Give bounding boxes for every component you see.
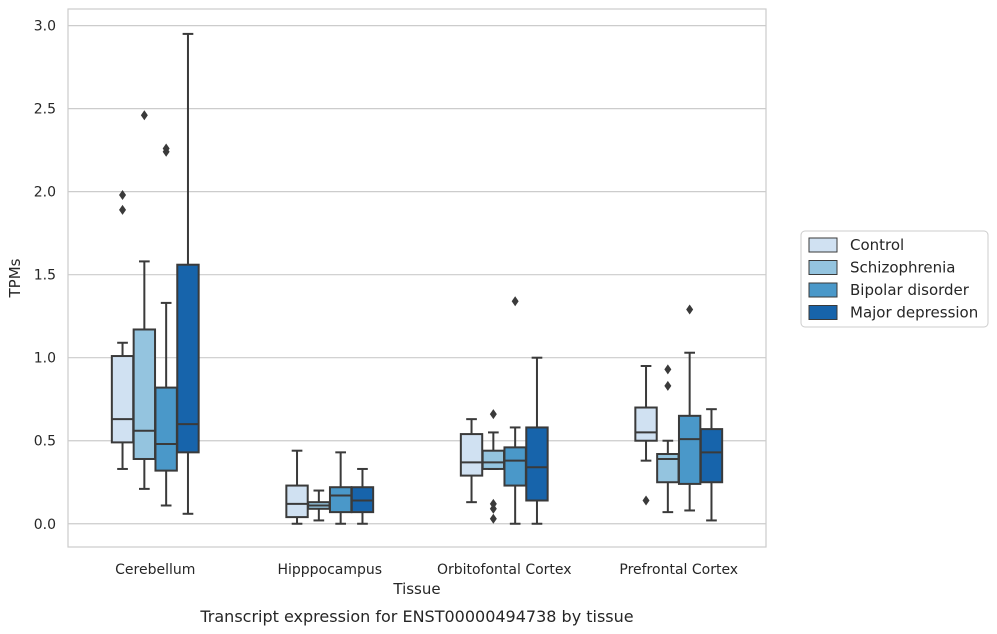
x-tick-label: Hipppocampus (277, 562, 382, 578)
legend-swatch (808, 282, 838, 298)
y-tick-label: 1.5 (34, 268, 56, 284)
box-iqr (132, 328, 157, 460)
x-tick-label: Prefrontal Cortex (619, 562, 738, 578)
outlier-point (119, 204, 127, 215)
box-iqr (459, 433, 484, 477)
legend: Control Schizophrenia Bipolar disorder Majo… (800, 230, 989, 328)
box-iqr (634, 406, 658, 442)
box-plot (634, 365, 658, 506)
box-iqr (699, 428, 724, 484)
outlier-point (511, 296, 519, 307)
x-tick-labels: Cerebellum Hipppocampus Orbitofontal Corte… (115, 562, 738, 578)
box-iqr (176, 263, 200, 454)
outlier-point (489, 513, 497, 524)
box-iqr (110, 355, 135, 444)
outlier-point (686, 304, 694, 315)
box-plots (110, 32, 724, 525)
y-tick-label: 2.0 (34, 185, 56, 201)
legend-swatch (808, 237, 838, 253)
legend-label: Schizophrenia (850, 259, 955, 277)
box-iqr (481, 449, 506, 470)
box-plot (677, 304, 702, 512)
outlier-point (642, 495, 650, 506)
chart-caption: Transcript expression for ENST0000049473… (199, 607, 633, 626)
legend-swatch (808, 260, 838, 275)
x-axis-label: Tissue (392, 580, 440, 598)
box-plot (481, 409, 506, 524)
box-plot (656, 364, 680, 514)
box-iqr (328, 486, 353, 514)
box-plot (176, 32, 200, 515)
box-iqr (154, 386, 178, 472)
box-iqr (503, 446, 527, 487)
box-plot (132, 110, 157, 490)
outlier-point (489, 409, 497, 420)
box-plot (110, 189, 135, 470)
legend-label: Control (850, 236, 904, 254)
y-tick-label: 1.0 (34, 351, 56, 367)
y-tick-label: 2.5 (34, 102, 56, 118)
y-tick-label: 0.5 (34, 434, 56, 450)
legend-frame (800, 230, 989, 328)
outlier-point (119, 189, 127, 200)
box-plot (699, 408, 724, 522)
box-iqr (285, 484, 309, 519)
box-plot (525, 356, 549, 525)
outlier-point (489, 498, 497, 509)
legend-label: Bipolar disorder (850, 281, 970, 299)
box-plot (350, 467, 375, 525)
y-tick-label: 0.0 (34, 517, 56, 533)
legend-label: Major depression (850, 304, 978, 322)
x-tick-label: Orbitofontal Cortex (437, 562, 572, 578)
box-plot (459, 418, 484, 504)
box-iqr (677, 414, 702, 485)
x-tick-label: Cerebellum (115, 562, 195, 578)
y-tick-labels: 0.0 0.5 1.0 1.5 2.0 2.5 3.0 (34, 19, 56, 533)
outlier-point (140, 110, 148, 121)
y-tick-label: 3.0 (34, 19, 56, 35)
box-iqr (525, 426, 549, 502)
outlier-point (664, 364, 672, 375)
plot-frame (67, 8, 767, 548)
outlier-point (162, 143, 170, 154)
outlier-point (664, 380, 672, 391)
y-axis-label: TPMs (6, 258, 24, 298)
legend-swatch (808, 305, 838, 320)
